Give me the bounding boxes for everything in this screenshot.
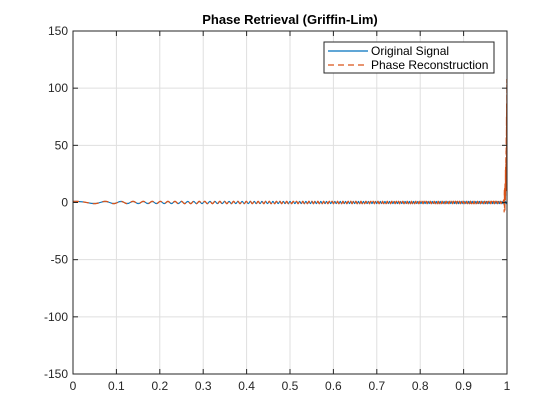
y-tick-label: -100 xyxy=(44,310,68,324)
y-tick-label: -50 xyxy=(51,253,69,267)
x-tick-label: 0.1 xyxy=(108,379,125,393)
legend-box xyxy=(323,41,495,74)
y-tick-label: -150 xyxy=(44,367,68,381)
legend-label: Phase Reconstruction xyxy=(371,58,488,72)
x-tick-label: 0.3 xyxy=(195,379,212,393)
x-tick-label: 0.4 xyxy=(238,379,255,393)
legend-label: Original Signal xyxy=(371,44,449,58)
y-tick-label: 50 xyxy=(55,138,69,152)
x-tick-label: 0 xyxy=(70,379,77,393)
x-tick-label: 0.6 xyxy=(325,379,342,393)
plot-area xyxy=(73,78,507,213)
x-tick-label: 0.5 xyxy=(282,379,299,393)
y-tick-label: 0 xyxy=(61,196,68,210)
y-tick-label: 100 xyxy=(48,81,68,95)
ticks: 0 0.1 0.2 0.3 0.4 0.5 0.6 0.7 0.8 0.9 1 -150 -100 -50… xyxy=(44,24,511,393)
x-tick-label: 0.8 xyxy=(412,379,429,393)
series-group xyxy=(73,78,507,213)
x-tick-label: 0.2 xyxy=(151,379,168,393)
x-tick-label: 0.9 xyxy=(455,379,472,393)
x-tick-label: 0.7 xyxy=(368,379,385,393)
x-tick-label: 1 xyxy=(504,379,511,393)
series-phase-reconstruction xyxy=(73,78,507,213)
y-tick-label: 150 xyxy=(48,24,68,38)
chart-title: Phase Retrieval (Griffin-Lim) xyxy=(202,12,378,27)
